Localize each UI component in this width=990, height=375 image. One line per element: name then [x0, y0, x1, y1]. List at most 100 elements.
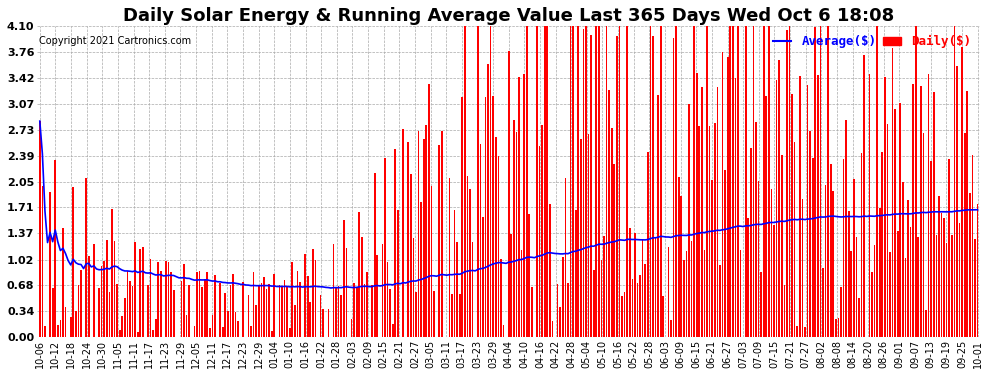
Bar [730, 27, 731, 337]
Bar [549, 204, 550, 337]
Bar [760, 272, 762, 337]
Bar [529, 214, 530, 337]
Bar [752, 27, 754, 337]
Bar [498, 156, 499, 337]
Bar [477, 27, 478, 337]
Bar [62, 228, 63, 337]
Bar [173, 290, 174, 337]
Bar [601, 260, 602, 337]
Bar [315, 260, 316, 337]
Bar [456, 242, 458, 337]
Bar [559, 307, 561, 337]
Bar [910, 227, 912, 337]
Bar [353, 283, 355, 337]
Bar [503, 325, 504, 337]
Bar [459, 294, 460, 337]
Bar [964, 133, 965, 337]
Bar [77, 285, 79, 337]
Bar [637, 283, 639, 337]
Bar [212, 315, 213, 337]
Bar [654, 238, 656, 337]
Bar [590, 35, 592, 337]
Bar [521, 250, 523, 337]
Bar [850, 251, 852, 337]
Bar [876, 27, 878, 337]
Bar [127, 271, 129, 337]
Bar [106, 240, 108, 337]
Bar [451, 294, 452, 337]
Bar [577, 27, 579, 337]
Bar [894, 109, 896, 337]
Bar [593, 270, 595, 337]
Bar [307, 276, 309, 337]
Bar [815, 27, 816, 337]
Bar [358, 211, 360, 337]
Bar [794, 142, 796, 337]
Bar [278, 285, 280, 337]
Bar [918, 237, 919, 337]
Bar [667, 246, 669, 337]
Bar [809, 131, 811, 337]
Bar [673, 38, 674, 337]
Bar [93, 244, 95, 337]
Bar [297, 271, 298, 337]
Bar [154, 319, 156, 337]
Bar [722, 53, 724, 337]
Bar [434, 291, 435, 337]
Bar [336, 288, 337, 337]
Bar [410, 174, 412, 337]
Bar [556, 284, 558, 337]
Bar [686, 251, 687, 337]
Bar [114, 241, 116, 337]
Bar [180, 281, 182, 337]
Bar [299, 282, 301, 337]
Bar [526, 27, 528, 337]
Bar [860, 153, 862, 337]
Bar [778, 60, 780, 337]
Bar [220, 284, 221, 337]
Bar [688, 104, 690, 337]
Bar [492, 96, 494, 337]
Bar [603, 236, 605, 337]
Bar [135, 242, 136, 337]
Bar [441, 131, 443, 337]
Bar [853, 179, 854, 337]
Bar [928, 74, 930, 337]
Bar [598, 27, 600, 337]
Bar [913, 84, 914, 337]
Bar [366, 272, 368, 337]
Bar [258, 286, 259, 337]
Bar [657, 95, 659, 337]
Bar [252, 272, 254, 337]
Bar [569, 27, 571, 337]
Bar [39, 121, 41, 337]
Bar [905, 258, 906, 337]
Bar [770, 189, 772, 337]
Bar [165, 261, 167, 337]
Bar [124, 298, 126, 337]
Bar [160, 271, 161, 337]
Bar [817, 75, 819, 337]
Bar [341, 295, 343, 337]
Bar [714, 123, 716, 337]
Bar [640, 275, 641, 337]
Bar [871, 272, 873, 337]
Bar [230, 285, 232, 337]
Bar [103, 261, 105, 337]
Bar [719, 265, 721, 337]
Bar [884, 76, 886, 337]
Bar [64, 307, 66, 337]
Bar [863, 55, 865, 337]
Bar [847, 211, 849, 337]
Bar [744, 27, 746, 337]
Bar [482, 217, 484, 337]
Bar [670, 320, 672, 337]
Bar [188, 285, 190, 337]
Bar [835, 320, 837, 337]
Bar [111, 209, 113, 337]
Bar [889, 252, 891, 337]
Bar [740, 250, 742, 337]
Bar [42, 186, 44, 337]
Bar [531, 286, 533, 337]
Bar [662, 296, 664, 337]
